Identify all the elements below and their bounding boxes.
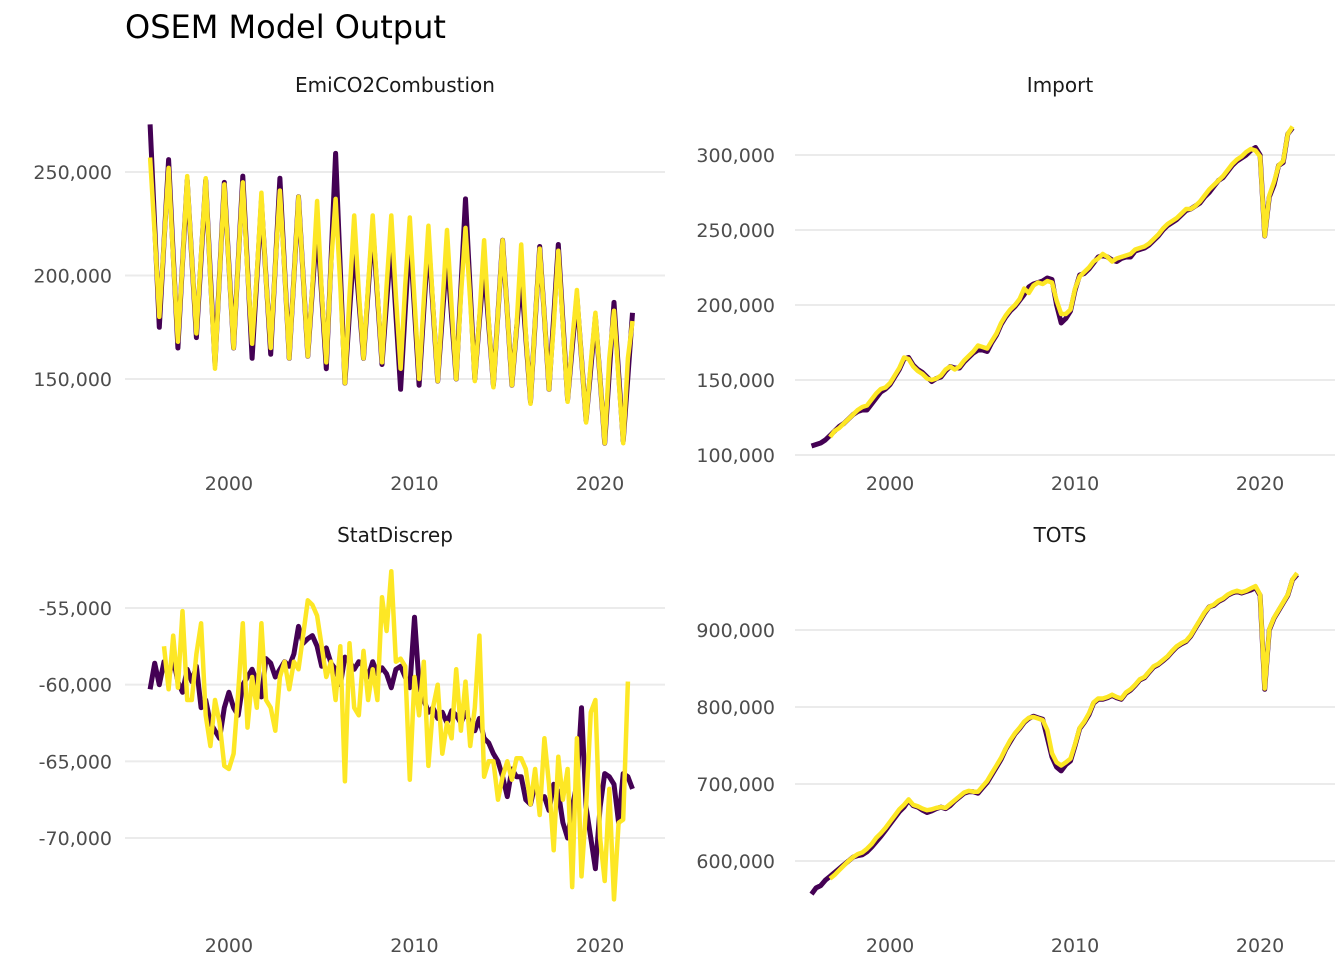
y-tick-label: 800,000 bbox=[696, 697, 775, 719]
y-tick-label: 900,000 bbox=[696, 620, 775, 642]
y-tick-label: 200,000 bbox=[696, 295, 775, 317]
y-tick-label: -65,000 bbox=[39, 751, 112, 773]
y-tick-label: -70,000 bbox=[39, 828, 112, 850]
series-line-series_1 bbox=[809, 572, 1299, 896]
x-tick-label: 2010 bbox=[1051, 473, 1099, 495]
x-tick-label: 2010 bbox=[390, 935, 438, 957]
y-tick-label: 150,000 bbox=[696, 370, 775, 392]
x-tick-label: 2000 bbox=[866, 473, 914, 495]
facet-strip-label: StatDiscrep bbox=[337, 523, 453, 547]
y-tick-label: 700,000 bbox=[696, 774, 775, 796]
series-line-series_2 bbox=[828, 125, 1295, 439]
y-tick-label: 250,000 bbox=[696, 220, 775, 242]
y-tick-label: 300,000 bbox=[696, 145, 775, 167]
chart-title: OSEM Model Output bbox=[125, 8, 446, 46]
y-tick-label: -60,000 bbox=[39, 675, 112, 697]
panel-emico2: 150,000 200,000 250,000 2000 2010 2020 EmiCO2C… bbox=[33, 73, 665, 495]
facet-strip-label: EmiCO2Combustion bbox=[295, 73, 495, 97]
y-tick-label: 200,000 bbox=[33, 266, 112, 288]
x-tick-label: 2020 bbox=[576, 473, 624, 495]
x-tick-label: 2000 bbox=[205, 935, 253, 957]
facet-strip-label: TOTS bbox=[1033, 523, 1087, 547]
x-tick-label: 2010 bbox=[390, 473, 438, 495]
y-tick-label: 250,000 bbox=[33, 162, 112, 184]
x-tick-label: 2000 bbox=[205, 473, 253, 495]
x-tick-label: 2020 bbox=[1236, 473, 1284, 495]
facet-strip-label: Import bbox=[1027, 73, 1094, 97]
x-tick-label: 2010 bbox=[1051, 935, 1099, 957]
series-line-series_2 bbox=[147, 157, 635, 446]
y-tick-label: 600,000 bbox=[696, 851, 775, 873]
y-tick-label: -55,000 bbox=[39, 598, 112, 620]
panel-import: 100,000 150,000 200,000 250,000 300,000 2000 2… bbox=[696, 73, 1335, 495]
panel-tots: 600,000 700,000 800,000 900,000 2000 2010 2020… bbox=[696, 523, 1335, 957]
y-tick-label: 100,000 bbox=[696, 445, 775, 467]
x-tick-label: 2020 bbox=[1236, 935, 1284, 957]
series-line-series_1 bbox=[147, 614, 635, 872]
panel-statdiscrep: -70,000 -65,000 -60,000 -55,000 2000 2010 2020… bbox=[39, 523, 665, 957]
series-line-series_2 bbox=[828, 571, 1299, 881]
y-tick-label: 150,000 bbox=[33, 369, 112, 391]
series-line-series_2 bbox=[161, 568, 631, 902]
x-tick-label: 2000 bbox=[866, 935, 914, 957]
x-tick-label: 2020 bbox=[576, 935, 624, 957]
